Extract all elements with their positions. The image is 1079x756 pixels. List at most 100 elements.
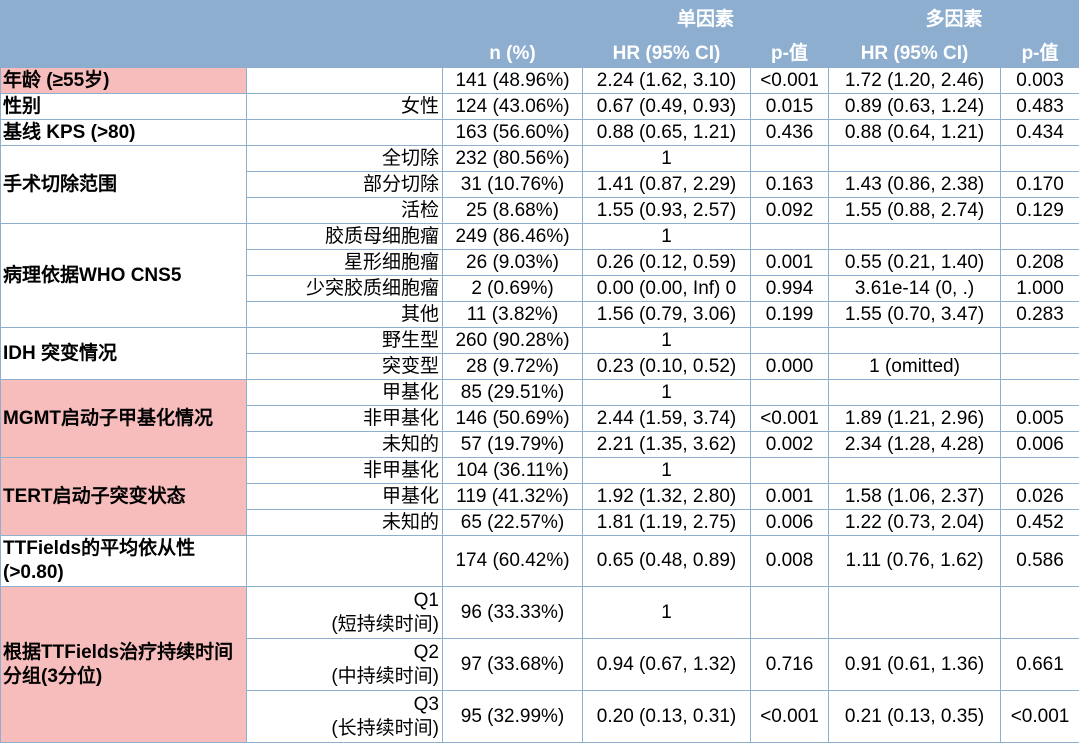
p-uni-cell [750, 145, 830, 172]
n-cell: 163 (56.60%) [441, 119, 584, 146]
subgroup-label: Q1 (短持续时间) [246, 586, 443, 639]
quartile-label: Q3 [413, 693, 439, 715]
table-row: 非甲基化 146 (50.69%) 2.44 (1.59, 3.74) <0.0… [1, 405, 1079, 432]
p-multi-cell: 0.005 [1000, 405, 1079, 432]
p-multi-cell [1000, 586, 1079, 639]
hr-uni-cell: 0.94 (0.67, 1.32) [582, 638, 752, 691]
hr-uni-cell: 0.23 (0.10, 0.52) [582, 353, 752, 380]
hr-multi-cell: 2.34 (1.28, 4.28) [828, 431, 1002, 458]
hr-multi-cell: 3.61e-14 (0, .) [828, 275, 1002, 302]
hr-multi-cell: 0.89 (0.63, 1.24) [828, 93, 1002, 120]
hr-uni-cell: 1.92 (1.32, 2.80) [582, 483, 752, 510]
p-uni-cell: 0.994 [750, 275, 830, 302]
quartile-desc: (短持续时间) [331, 613, 439, 635]
subgroup-label: 活检 [246, 197, 443, 224]
category-label: IDH 突变情况 [0, 327, 247, 380]
quartile-desc: (中持续时间) [331, 665, 439, 687]
n-cell: 25 (8.68%) [441, 197, 584, 224]
p-multi-cell: 0.208 [1000, 249, 1079, 276]
subgroup-label: 未知的 [246, 431, 443, 458]
table-row: Q2 (中持续时间) 97 (33.68%) 0.94 (0.67, 1.32)… [1, 638, 1079, 691]
header-row-groups: 单因素 多因素 [0, 0, 1079, 40]
hr-multi-cell: 1.43 (0.86, 2.38) [828, 171, 1002, 198]
p-uni-cell: <0.001 [750, 405, 830, 432]
subgroup-label [246, 119, 443, 146]
hr-uni-cell: 0.65 (0.48, 0.89) [582, 535, 752, 587]
p-multi-cell: 0.006 [1000, 431, 1079, 458]
subgroup-label: 非甲基化 [246, 457, 443, 484]
p-uni-cell: 0.000 [750, 353, 830, 380]
category-label: 年龄 (≥55岁) [0, 67, 247, 94]
p-uni-cell: <0.001 [750, 690, 830, 743]
hr-multi-cell: 0.21 (0.13, 0.35) [828, 690, 1002, 743]
p-multi-cell: 0.452 [1000, 509, 1079, 536]
hr-multi-cell [828, 457, 1002, 484]
n-cell: 260 (90.28%) [441, 327, 584, 354]
p-uni-cell [750, 327, 830, 354]
hr-multi-cell: 0.91 (0.61, 1.36) [828, 638, 1002, 691]
hr-multi-cell: 1.89 (1.21, 2.96) [828, 405, 1002, 432]
subgroup-label [246, 67, 443, 94]
hr-uni-cell: 0.88 (0.65, 1.21) [582, 119, 752, 146]
n-cell: 57 (19.79%) [441, 431, 584, 458]
subgroup-label: 少突胶质细胞瘤 [246, 275, 443, 302]
category-label: TERT启动子突变状态 [0, 457, 247, 536]
hr-multi-cell: 1.72 (1.20, 2.46) [828, 67, 1002, 94]
hr-multi-cell: 1.55 (0.70, 3.47) [828, 301, 1002, 328]
header-n: n (%) [441, 39, 584, 68]
n-cell: 119 (41.32%) [441, 483, 584, 510]
hr-multi-cell: 1.58 (1.06, 2.37) [828, 483, 1002, 510]
header-hr-multi: HR (95% CI) [828, 39, 1002, 68]
p-multi-cell: 0.483 [1000, 93, 1079, 120]
table-row: 基线 KPS (>80) 163 (56.60%) 0.88 (0.65, 1.… [0, 119, 1079, 146]
n-cell: 141 (48.96%) [441, 67, 584, 94]
header-univariate: 单因素 [582, 0, 830, 40]
hr-uni-cell: 0.67 (0.49, 0.93) [582, 93, 752, 120]
header-hr-uni: HR (95% CI) [582, 39, 752, 68]
n-cell: 26 (9.03%) [441, 249, 584, 276]
category-label: 病理依据WHO CNS5 [0, 223, 247, 328]
quartile-label: Q2 [413, 641, 439, 663]
p-uni-cell: 0.199 [750, 301, 830, 328]
p-multi-cell [1000, 145, 1079, 172]
p-multi-cell: 1.000 [1000, 275, 1079, 302]
table-row: 根据TTFields治疗持续时间分组(3分位) Q1 (短持续时间) 96 (3… [0, 586, 1079, 743]
p-uni-cell: <0.001 [750, 67, 830, 94]
category-label: 根据TTFields治疗持续时间分组(3分位) [0, 586, 247, 743]
hr-multi-cell: 1.11 (0.76, 1.62) [828, 535, 1002, 587]
p-uni-cell: 0.163 [750, 171, 830, 198]
n-cell: 85 (29.51%) [441, 379, 584, 406]
hr-uni-cell: 1.81 (1.19, 2.75) [582, 509, 752, 536]
table-row: 部分切除 31 (10.76%) 1.41 (0.87, 2.29) 0.163… [1, 171, 1079, 198]
p-multi-cell: 0.026 [1000, 483, 1079, 510]
table-row: 甲基化 119 (41.32%) 1.92 (1.32, 2.80) 0.001… [1, 483, 1079, 510]
hr-uni-cell: 2.24 (1.62, 3.10) [582, 67, 752, 94]
p-uni-cell [750, 457, 830, 484]
hr-multi-cell: 1.22 (0.73, 2.04) [828, 509, 1002, 536]
p-multi-cell [1000, 327, 1079, 354]
hr-multi-cell: 0.55 (0.21, 1.40) [828, 249, 1002, 276]
p-multi-cell: 0.586 [1000, 535, 1079, 587]
p-multi-cell [1000, 353, 1079, 380]
category-label: MGMT启动子甲基化情况 [0, 379, 247, 458]
n-cell: 124 (43.06%) [441, 93, 584, 120]
n-cell: 104 (36.11%) [441, 457, 584, 484]
hr-multi-cell [828, 586, 1002, 639]
hr-uni-cell: 1 [582, 223, 752, 250]
table-row: 病理依据WHO CNS5 胶质母细胞瘤 249 (86.46%) 1 [0, 223, 1079, 328]
p-uni-cell: 0.008 [750, 535, 830, 587]
hr-multi-cell: 1.55 (0.88, 2.74) [828, 197, 1002, 224]
subgroup-label: 未知的 [246, 509, 443, 536]
table-row: TERT启动子突变状态 非甲基化 104 (36.11%) 1 [0, 457, 1079, 536]
subgroup-label: 甲基化 [246, 379, 443, 406]
header-blank [0, 0, 584, 40]
hr-uni-cell: 1 [582, 586, 752, 639]
p-multi-cell [1000, 379, 1079, 406]
n-cell: 11 (3.82%) [441, 301, 584, 328]
category-label: 性别 [0, 93, 247, 120]
subgroup-label: 部分切除 [246, 171, 443, 198]
subgroup-label [246, 535, 443, 587]
n-cell: 232 (80.56%) [441, 145, 584, 172]
hr-uni-cell: 1 [582, 145, 752, 172]
header-p-multi: p-值 [1000, 39, 1079, 68]
